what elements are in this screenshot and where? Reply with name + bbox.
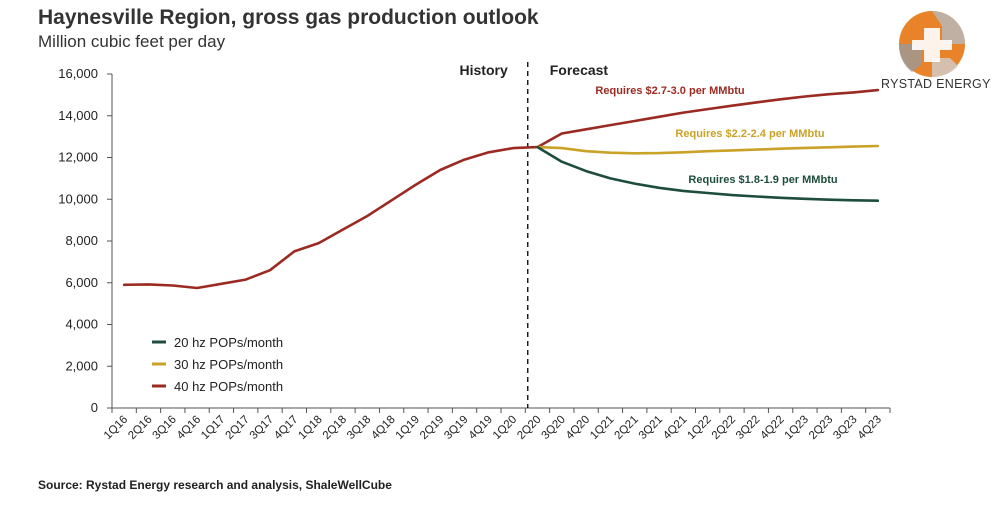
x-tick-label: 1Q21 [588,414,616,442]
x-tick-label: 3Q19 [442,414,470,442]
y-tick-label: 14,000 [58,108,98,123]
x-tick-label: 1Q22 [685,414,713,442]
rystad-globe-logo [898,11,965,78]
legend-label-3: 40 hz POPs/month [174,379,283,394]
x-tick-label: 3Q18 [345,414,373,442]
x-tick-label: 2Q22 [710,414,738,442]
series-annotation-2: Requires $2.2-2.4 per MMbtu [675,128,824,140]
x-tick-label: 2Q20 [515,414,543,442]
y-tick-label: 2,000 [65,358,98,373]
x-tick-label: 4Q21 [661,414,689,442]
x-tick-label: 4Q20 [564,414,592,442]
x-tick-label: 3Q16 [151,414,179,442]
history-forecast-divider: History Forecast [460,62,609,408]
series-annotation-3: Requires $2.7-3.0 per MMbtu [595,85,744,97]
y-tick-label: 12,000 [58,150,98,165]
x-tick-label: 3Q22 [734,414,762,442]
series-line-1 [536,145,880,202]
history-label: History [460,62,508,78]
x-tick-label: 4Q18 [369,414,397,442]
x-tick-label: 2Q16 [126,414,154,442]
x-tick-label: 2Q17 [223,414,251,442]
legend-label-2: 30 hz POPs/month [174,357,283,372]
logo-facet-2 [898,44,922,72]
brand-name: RYSTAD ENERGY [881,77,991,91]
chart-title: Haynesville Region, gross gas production… [38,6,539,29]
x-tick-label: 3Q23 [831,414,859,442]
x-tick-label: 2Q23 [807,414,835,442]
x-tick-label: 4Q19 [467,414,495,442]
x-tick-label: 1Q23 [783,414,811,442]
x-tick-label: 2Q19 [418,414,446,442]
logo-facet-1 [932,11,965,44]
forecast-label: Forecast [550,62,609,78]
x-tick-label: 4Q23 [856,414,884,442]
series-annotation-1: Requires $1.8-1.9 per MMbtu [688,174,837,186]
series-line-3 [122,88,880,290]
x-tick-label: 4Q22 [758,414,786,442]
x-tick-label: 3Q20 [540,414,568,442]
x-tick-label: 2Q18 [321,414,349,442]
x-tick-label: 1Q19 [394,414,422,442]
x-tick-label: 1Q17 [199,414,227,442]
logo-facet-3 [932,58,958,78]
y-tick-label: 8,000 [65,233,98,248]
legend: 20 hz POPs/month 30 hz POPs/month 40 hz PO… [152,335,283,394]
y-tick-label: 10,000 [58,191,98,206]
x-tick-label: 3Q17 [248,414,276,442]
y-axis-ticks: 0 2,000 4,000 6,000 8,000 10,000 12,000 14,000 1… [58,66,112,415]
x-tick-label: 1Q18 [296,414,324,442]
x-tick-label: 4Q16 [175,414,203,442]
y-tick-label: 0 [91,400,98,415]
x-tick-label: 2Q21 [612,414,640,442]
y-tick-label: 16,000 [58,66,98,81]
y-tick-label: 4,000 [65,317,98,332]
series-annotations: Requires $2.7-3.0 per MMbtu Requires $2.2… [595,85,837,186]
legend-label-1: 20 hz POPs/month [174,335,283,350]
x-axis-ticks: 1Q162Q163Q164Q161Q172Q173Q174Q171Q182Q18… [102,408,891,442]
source-note: Source: Rystad Energy research and analy… [38,478,392,492]
y-tick-label: 6,000 [65,275,98,290]
logo-cross [912,28,952,62]
x-tick-label: 3Q21 [637,414,665,442]
chart-subtitle: Million cubic feet per day [38,32,226,51]
x-tick-label: 1Q20 [491,414,519,442]
series-line-2 [536,144,880,155]
x-tick-label: 1Q16 [102,414,130,442]
series-lines [122,88,880,290]
x-tick-label: 4Q17 [272,414,300,442]
